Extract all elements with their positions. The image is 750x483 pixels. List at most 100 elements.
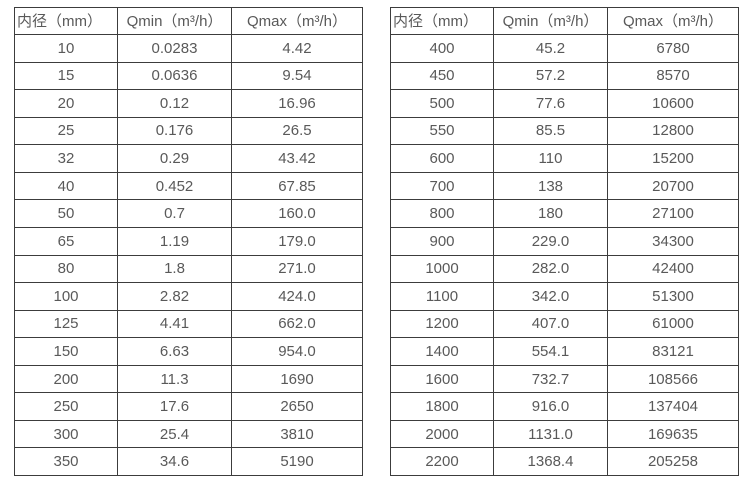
qmin-cell: 0.12 <box>117 89 232 118</box>
qmax-cell: 2650 <box>231 392 363 421</box>
qmax-cell: 160.0 <box>231 199 363 228</box>
diameter-cell: 400 <box>390 34 494 63</box>
qmax-cell: 26.5 <box>231 116 363 146</box>
table-row: 1100 342.0 51300 <box>390 282 739 311</box>
qmax-cell: 10600 <box>607 89 739 118</box>
qmax-cell: 954.0 <box>231 337 363 366</box>
qmax-cell: 1690 <box>231 364 363 394</box>
qmin-cell: 282.0 <box>493 254 608 284</box>
col-header-qmin: Qmin（m³/h） <box>117 7 232 35</box>
diameter-cell: 65 <box>14 226 118 256</box>
diameter-cell: 300 <box>14 419 118 449</box>
qmax-cell: 424.0 <box>231 282 363 311</box>
qmax-cell: 205258 <box>607 447 739 476</box>
qmin-cell: 17.6 <box>117 392 232 421</box>
table-row: 1400 554.1 83121 <box>390 337 739 366</box>
diameter-cell: 2000 <box>390 419 494 449</box>
diameter-cell: 450 <box>390 61 494 91</box>
diameter-cell: 100 <box>14 282 118 311</box>
qmin-cell: 407.0 <box>493 309 608 339</box>
qmin-cell: 25.4 <box>117 419 232 449</box>
qmax-cell: 5190 <box>231 447 363 476</box>
qmin-cell: 2.82 <box>117 282 232 311</box>
qmax-cell: 12800 <box>607 116 739 146</box>
qmax-cell: 51300 <box>607 282 739 311</box>
qmin-cell: 34.6 <box>117 447 232 476</box>
diameter-cell: 10 <box>14 34 118 63</box>
diameter-cell: 25 <box>14 116 118 146</box>
table-row: 200 11.3 1690 <box>14 364 363 394</box>
qmin-cell: 1131.0 <box>493 419 608 449</box>
diameter-cell: 1800 <box>390 392 494 421</box>
qmin-cell: 0.0636 <box>117 61 232 91</box>
qmin-cell: 45.2 <box>493 34 608 63</box>
diameter-cell: 350 <box>14 447 118 476</box>
qmax-cell: 16.96 <box>231 89 363 118</box>
table-row: 1000 282.0 42400 <box>390 254 739 284</box>
table-row: 150 6.63 954.0 <box>14 337 363 366</box>
qmax-cell: 15200 <box>607 144 739 173</box>
diameter-cell: 125 <box>14 309 118 339</box>
table-row: 400 45.2 6780 <box>390 34 739 63</box>
table-row: 1200 407.0 61000 <box>390 309 739 339</box>
diameter-cell: 20 <box>14 89 118 118</box>
diameter-cell: 1200 <box>390 309 494 339</box>
flow-spec-table-large-diameters: 内径（mm） Qmin（m³/h） Qmax（m³/h） 400 45.2 6780… <box>390 7 739 476</box>
col-header-qmin: Qmin（m³/h） <box>493 7 608 35</box>
table-row: 250 17.6 2650 <box>14 392 363 421</box>
table-row: 50 0.7 160.0 <box>14 199 363 228</box>
diameter-cell: 1000 <box>390 254 494 284</box>
qmin-cell: 342.0 <box>493 282 608 311</box>
diameter-cell: 1100 <box>390 282 494 311</box>
diameter-cell: 1400 <box>390 337 494 366</box>
qmin-cell: 138 <box>493 171 608 201</box>
qmin-cell: 77.6 <box>493 89 608 118</box>
table-row: 900 229.0 34300 <box>390 226 739 256</box>
qmin-cell: 554.1 <box>493 337 608 366</box>
qmin-cell: 732.7 <box>493 364 608 394</box>
qmax-cell: 42400 <box>607 254 739 284</box>
diameter-cell: 800 <box>390 199 494 228</box>
qmax-cell: 8570 <box>607 61 739 91</box>
qmin-cell: 229.0 <box>493 226 608 256</box>
qmin-cell: 0.452 <box>117 171 232 201</box>
qmin-cell: 110 <box>493 144 608 173</box>
flow-spec-tables: 内径（mm） Qmin（m³/h） Qmax（m³/h） 10 0.0283 4.4… <box>14 7 739 476</box>
table-row: 125 4.41 662.0 <box>14 309 363 339</box>
table-row: 20 0.12 16.96 <box>14 89 363 118</box>
qmax-cell: 43.42 <box>231 144 363 173</box>
qmin-cell: 4.41 <box>117 309 232 339</box>
diameter-cell: 250 <box>14 392 118 421</box>
header-row: 内径（mm） Qmin（m³/h） Qmax（m³/h） <box>14 7 363 35</box>
qmax-cell: 67.85 <box>231 171 363 201</box>
table-row: 32 0.29 43.42 <box>14 144 363 173</box>
qmax-cell: 179.0 <box>231 226 363 256</box>
table-row: 15 0.0636 9.54 <box>14 61 363 91</box>
qmin-cell: 0.176 <box>117 116 232 146</box>
diameter-cell: 550 <box>390 116 494 146</box>
diameter-cell: 40 <box>14 171 118 201</box>
table-row: 100 2.82 424.0 <box>14 282 363 311</box>
qmin-cell: 0.7 <box>117 199 232 228</box>
qmax-cell: 83121 <box>607 337 739 366</box>
qmax-cell: 137404 <box>607 392 739 421</box>
qmax-cell: 6780 <box>607 34 739 63</box>
qmax-cell: 34300 <box>607 226 739 256</box>
col-header-qmax: Qmax（m³/h） <box>607 7 739 35</box>
qmin-cell: 1.19 <box>117 226 232 256</box>
diameter-cell: 2200 <box>390 447 494 476</box>
table-row: 65 1.19 179.0 <box>14 226 363 256</box>
table-row: 2000 1131.0 169635 <box>390 419 739 449</box>
col-header-diameter: 内径（mm） <box>14 7 118 35</box>
qmin-cell: 1.8 <box>117 254 232 284</box>
table-row: 700 138 20700 <box>390 171 739 201</box>
diameter-cell: 500 <box>390 89 494 118</box>
table-row: 600 110 15200 <box>390 144 739 173</box>
table-row: 500 77.6 10600 <box>390 89 739 118</box>
qmin-cell: 57.2 <box>493 61 608 91</box>
table-row: 10 0.0283 4.42 <box>14 34 363 63</box>
qmin-cell: 916.0 <box>493 392 608 421</box>
table-row: 2200 1368.4 205258 <box>390 447 739 476</box>
diameter-cell: 15 <box>14 61 118 91</box>
qmax-cell: 662.0 <box>231 309 363 339</box>
